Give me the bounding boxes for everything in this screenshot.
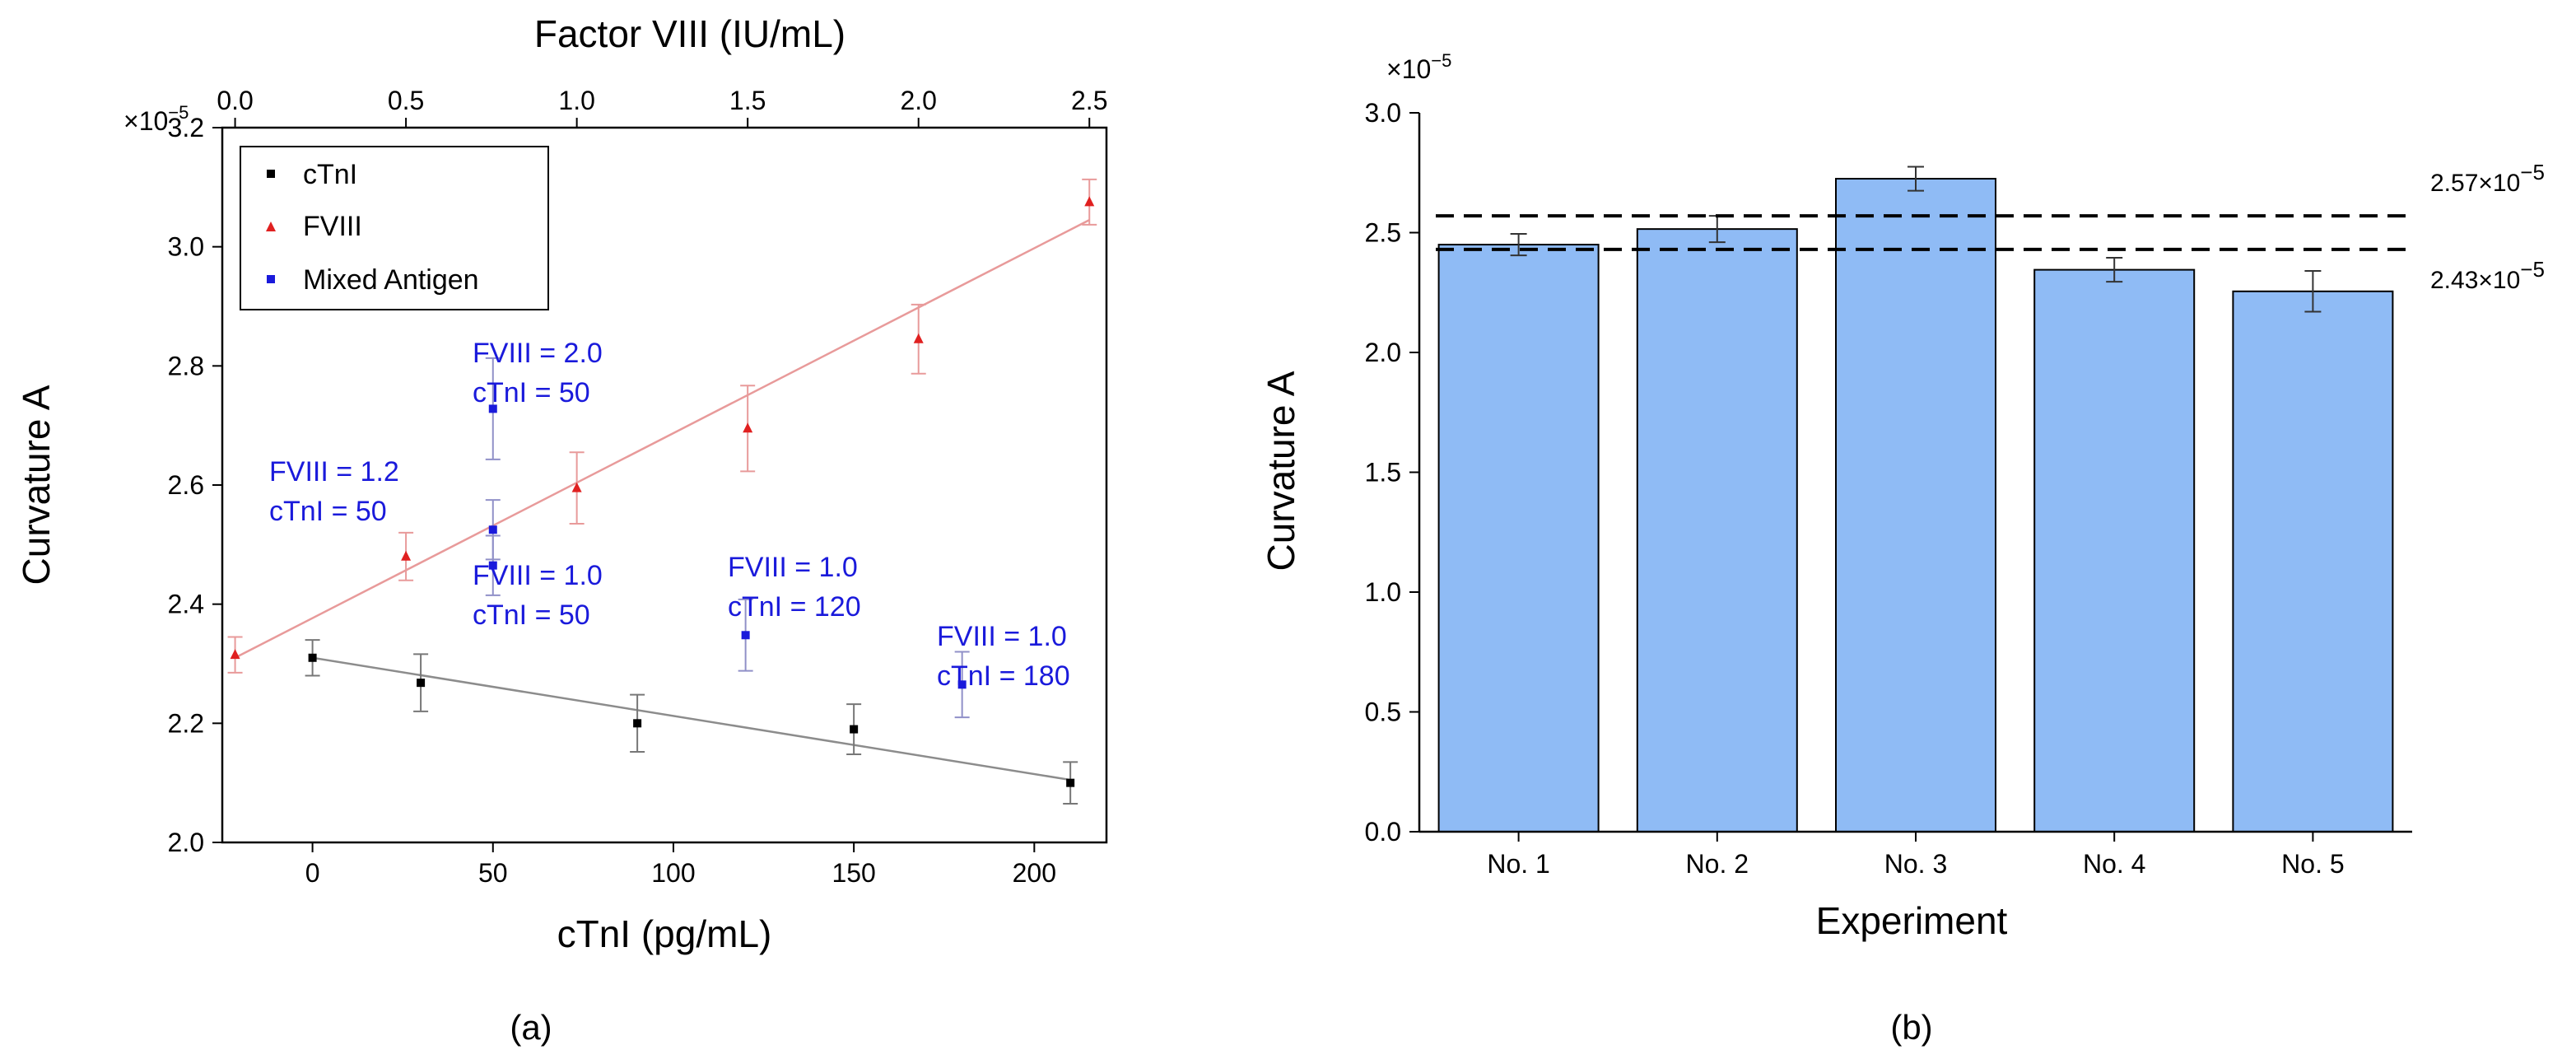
- ref-label-lower: 2.43×10−5: [2430, 257, 2545, 294]
- panel-a-data-points: [227, 178, 1097, 805]
- panel-a-top-axis-label: Factor VIII (IU/mL): [534, 12, 845, 55]
- y-tick-label: 0.0: [1365, 817, 1401, 847]
- legend-label-mixed: Mixed Antigen: [303, 264, 479, 296]
- panel-a-y-ticks: 2.0 2.2 2.4 2.6 2.8 3.0 3.2: [168, 113, 222, 857]
- bar: [1835, 178, 1996, 833]
- bottom-tick-label: 50: [478, 858, 508, 888]
- panel-a-label: (a): [510, 1008, 552, 1047]
- bottom-tick-label: 100: [651, 858, 695, 888]
- panel-a-top-ticks: 0.0 0.5 1.0 1.5 2.0 2.5: [217, 86, 1107, 128]
- data-point: [488, 525, 497, 534]
- panel-a-y-multiplier: ×10−5: [123, 102, 189, 136]
- data-point: [741, 631, 750, 640]
- data-point: [488, 561, 497, 570]
- data-point: [633, 719, 642, 728]
- data-point: [1084, 196, 1095, 207]
- data-point: [850, 725, 859, 734]
- panel-b-y-axis-label: Curvature A: [1260, 371, 1302, 571]
- bar: [1437, 244, 1600, 833]
- legend-box: [240, 146, 549, 310]
- fit-line-1: [234, 219, 1090, 659]
- legend-marker-mixed: [267, 275, 275, 283]
- annotation-1-line1: FVIII = 2.0: [473, 338, 603, 369]
- panel-a-y-axis-label: Curvature A: [15, 385, 58, 585]
- y-tick-label: 1.5: [1365, 458, 1401, 488]
- bottom-tick-label: 0: [305, 858, 320, 888]
- panel-b-reference-lines: [1436, 214, 2411, 251]
- y-tick-label: 2.0: [168, 828, 204, 857]
- legend-marker-fviii: [266, 222, 276, 231]
- panel-a-legend: cTnI FVIII Mixed Antigen: [240, 146, 549, 310]
- legend-label-fviii: FVIII: [303, 211, 362, 242]
- top-tick-label: 1.5: [729, 86, 766, 115]
- panel-a-bottom-axis-label: cTnI (pg/mL): [557, 912, 772, 955]
- x-tick-label: No. 2: [1686, 849, 1749, 879]
- ref-label-upper: 2.57×10−5: [2430, 160, 2545, 197]
- top-tick-label: 2.0: [900, 86, 936, 115]
- panel-b-y-multiplier: ×10−5: [1386, 50, 1451, 84]
- legend-label-ctni: cTnI: [303, 159, 357, 190]
- y-tick-label: 3.0: [1365, 98, 1401, 128]
- data-point: [417, 679, 426, 688]
- annotation-3-line2: cTnI = 50: [473, 599, 590, 631]
- data-point: [308, 653, 317, 662]
- annotation-2-line1: FVIII = 1.2: [269, 456, 399, 488]
- x-tick-label: No. 1: [1487, 849, 1549, 879]
- panel-a-bottom-ticks: 0 50 100 150 200: [305, 842, 1056, 888]
- y-tick-label: 2.0: [1365, 338, 1401, 367]
- data-point: [743, 422, 753, 433]
- annotation-4-line1: FVIII = 1.0: [728, 552, 858, 583]
- legend-marker-ctni: [267, 170, 275, 178]
- panel-b-y-ticks: 0.0 0.5 1.0 1.5 2.0 2.5 3.0: [1365, 98, 1419, 847]
- data-point: [571, 482, 582, 492]
- data-point: [401, 550, 412, 561]
- panel-b: 0.00.51.01.52.02.53.0 No. 1 No. 2 No. 3 No.…: [1260, 50, 2545, 1047]
- panel-b-error-bars: [1510, 166, 2322, 313]
- data-point: [230, 649, 240, 660]
- y-tick-label: 2.5: [1365, 218, 1401, 248]
- panel-b-x-axis-label: Experiment: [1816, 899, 2008, 942]
- annotation-5-line2: cTnI = 180: [937, 660, 1070, 692]
- panel-b-label: (b): [1890, 1008, 1932, 1047]
- y-tick-label: 0.5: [1365, 697, 1401, 727]
- bottom-tick-label: 200: [1013, 858, 1056, 888]
- y-tick-label: 2.6: [168, 470, 204, 500]
- top-tick-label: 1.0: [558, 86, 594, 115]
- panel-b-x-ticks: No. 1 No. 2 No. 3 No. 4 No. 5: [1487, 832, 2345, 879]
- x-tick-label: No. 4: [2083, 849, 2145, 879]
- annotation-1-line2: cTnI = 50: [473, 377, 590, 408]
- data-point: [1066, 778, 1075, 787]
- y-tick-label: 2.4: [168, 590, 204, 619]
- panel-b-bars: [1437, 178, 2394, 833]
- annotation-5-line1: FVIII = 1.0: [937, 621, 1067, 652]
- bar: [2033, 268, 2196, 833]
- data-point: [913, 333, 924, 343]
- y-tick-label: 2.8: [168, 351, 204, 380]
- top-tick-label: 0.0: [217, 86, 253, 115]
- panel-a-fit-lines: [234, 219, 1090, 781]
- fit-line-0: [312, 656, 1071, 781]
- y-tick-label: 1.0: [1365, 577, 1401, 607]
- bar: [2232, 290, 2394, 833]
- annotation-2-line2: cTnI = 50: [269, 496, 387, 527]
- x-tick-label: No. 5: [2281, 849, 2344, 879]
- data-point: [488, 404, 497, 413]
- data-point: [957, 680, 967, 689]
- y-tick-label: 3.2: [168, 113, 204, 142]
- annotation-3-line1: FVIII = 1.0: [473, 560, 603, 591]
- panel-a-annotations: FVIII = 2.0 cTnI = 50 FVIII = 1.2 cTnI =…: [269, 338, 1070, 692]
- y-tick-label: 2.2: [168, 708, 204, 738]
- bar: [1636, 228, 1798, 833]
- bottom-tick-label: 150: [831, 858, 875, 888]
- annotation-4-line2: cTnI = 120: [728, 591, 861, 623]
- top-tick-label: 2.5: [1071, 86, 1107, 115]
- y-tick-label: 3.0: [168, 232, 204, 262]
- top-tick-label: 0.5: [388, 86, 424, 115]
- panel-a: 0 50 100 150 200 0.0 0.5 1.0 1.5 2.0 2.5 2.02.22.…: [15, 12, 1107, 1047]
- x-tick-label: No. 3: [1884, 849, 1947, 879]
